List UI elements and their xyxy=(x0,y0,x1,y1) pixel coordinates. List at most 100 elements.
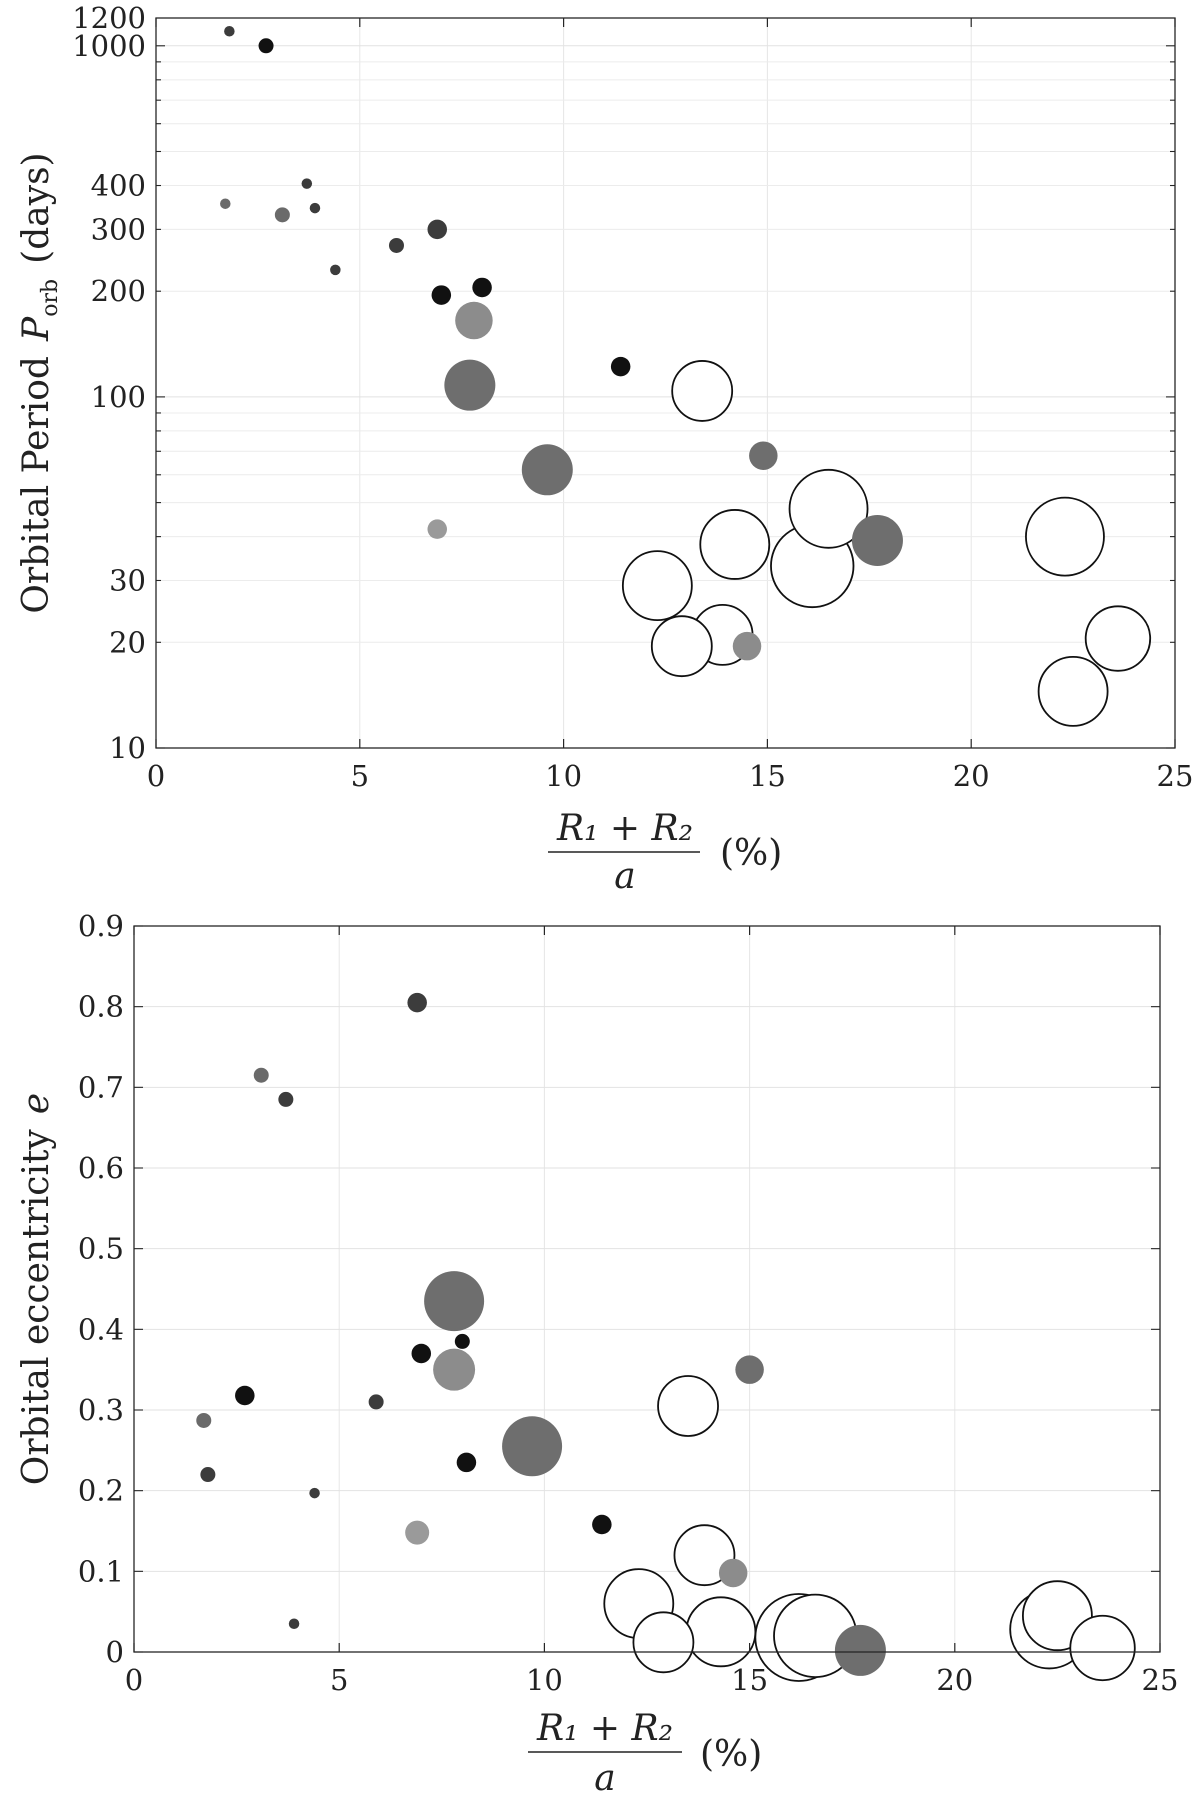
eccentricity-x-label-denominator: a xyxy=(594,1758,615,1799)
period-data-point xyxy=(851,514,903,566)
eccentricity-y-tick-label: 0.1 xyxy=(78,1554,124,1588)
eccentricity-data-point xyxy=(278,1091,294,1107)
eccentricity-y-tick-label: 0.6 xyxy=(78,1151,124,1185)
period-data-point xyxy=(1084,605,1152,672)
eccentricity-data-point xyxy=(685,1596,757,1668)
eccentricity-y-tick-label: 0.4 xyxy=(78,1312,124,1346)
eccentricity-data-point xyxy=(454,1333,470,1349)
eccentricity-data-point xyxy=(405,1520,430,1545)
period-x-tick-label: 20 xyxy=(953,759,990,793)
period-x-tick-label: 10 xyxy=(545,759,582,793)
period-y-tick-label: 30 xyxy=(109,563,146,597)
period-data-point xyxy=(258,38,274,54)
period-y-tick-label: 1000 xyxy=(72,29,146,63)
period-data-point xyxy=(1025,496,1105,577)
period-data-point xyxy=(671,360,734,422)
period-data-point xyxy=(309,202,321,214)
period-data-point xyxy=(699,509,771,580)
period-x-tick-label: 25 xyxy=(1157,759,1194,793)
eccentricity-data-point xyxy=(368,1394,384,1410)
eccentricity-x-label-numerator: R₁ + R₂ xyxy=(536,1708,673,1749)
eccentricity-data-point xyxy=(235,1385,255,1406)
period-data-point xyxy=(1037,655,1109,727)
eccentricity-x-tick-label: 5 xyxy=(330,1663,348,1697)
period-y-tick-label: 300 xyxy=(91,212,146,246)
eccentricity-data-point xyxy=(253,1067,269,1083)
eccentricity-plot-border xyxy=(133,925,1161,1653)
eccentricity-x-tick-labels: 0 5 10 15 20 25 xyxy=(125,1663,1179,1697)
period-y-tick-label: 100 xyxy=(91,380,146,414)
period-data-points xyxy=(220,26,1152,727)
eccentricity-y-tick-label: 0.3 xyxy=(78,1393,124,1427)
eccentricity-x-tick-label: 15 xyxy=(731,1663,768,1697)
period-data-point xyxy=(788,468,869,549)
eccentricity-x-label-unit: (%) xyxy=(700,1734,762,1775)
period-x-tick-labels: 0 5 10 15 20 25 xyxy=(147,759,1194,793)
eccentricity-y-tick-label: 0.8 xyxy=(78,990,124,1024)
eccentricity-plot-area xyxy=(134,926,1160,1652)
eccentricity-data-point xyxy=(407,992,427,1013)
eccentricity-data-point xyxy=(1069,1614,1136,1682)
eccentricity-x-tick-label: 0 xyxy=(125,1663,143,1697)
period-data-point xyxy=(274,207,290,223)
eccentricity-data-point xyxy=(456,1452,477,1473)
period-data-point xyxy=(732,631,762,661)
period-y-tick-label: 1200 xyxy=(72,1,146,35)
eccentricity-y-tick-label: 0.5 xyxy=(78,1232,124,1266)
period-data-point xyxy=(472,277,492,298)
eccentricity-chart: 0 5 10 15 20 25 00.10.20.30.40.50.60.70.80.9 … xyxy=(16,909,1178,1799)
eccentricity-data-point xyxy=(735,1355,764,1384)
period-data-point xyxy=(330,264,341,276)
eccentricity-data-point xyxy=(196,1412,212,1428)
eccentricity-data-point xyxy=(309,1487,320,1499)
eccentricity-y-axis-label: Orbital eccentricity e xyxy=(16,1093,57,1485)
period-data-point xyxy=(650,615,713,678)
period-data-point xyxy=(431,285,452,305)
eccentricity-y-tick-label: 0.7 xyxy=(78,1070,124,1104)
eccentricity-data-point xyxy=(502,1416,563,1477)
eccentricity-x-tick-label: 10 xyxy=(526,1663,563,1697)
eccentricity-data-point xyxy=(424,1271,485,1332)
period-data-point xyxy=(220,198,231,209)
eccentricity-data-point xyxy=(657,1375,719,1437)
period-data-point xyxy=(749,441,778,470)
eccentricity-data-point xyxy=(632,1611,695,1674)
eccentricity-data-point xyxy=(411,1343,432,1364)
period-x-tick-label: 5 xyxy=(351,759,369,793)
eccentricity-tick-marks xyxy=(133,925,1161,1653)
period-x-axis-label: R₁ + R₂ a (%) xyxy=(548,808,782,897)
period-y-tick-label: 10 xyxy=(109,731,146,765)
eccentricity-data-point xyxy=(592,1514,612,1535)
period-y-axis-label: Orbital Period Porb (days) xyxy=(16,152,63,613)
period-data-point xyxy=(388,237,404,253)
period-gridlines xyxy=(155,18,1176,749)
period-data-point xyxy=(521,444,573,496)
eccentricity-y-tick-label: 0 xyxy=(106,1635,124,1669)
period-x-label-unit: (%) xyxy=(720,833,782,874)
period-data-point xyxy=(427,219,447,240)
eccentricity-data-point xyxy=(433,1348,476,1391)
eccentricity-y-tick-label: 0.2 xyxy=(78,1474,124,1508)
period-y-tick-label: 400 xyxy=(91,169,146,203)
period-data-point xyxy=(621,550,693,622)
period-plot-border xyxy=(155,17,1176,749)
eccentricity-y-tick-label: 0.9 xyxy=(78,909,124,943)
period-x-label-denominator: a xyxy=(614,856,635,897)
period-data-point xyxy=(224,26,235,37)
eccentricity-data-point xyxy=(834,1624,886,1676)
eccentricity-data-point xyxy=(200,1467,216,1483)
period-data-point xyxy=(455,301,493,340)
period-x-label-numerator: R₁ + R₂ xyxy=(556,808,693,849)
period-data-point xyxy=(301,178,313,189)
eccentricity-x-axis-label: R₁ + R₂ a (%) xyxy=(528,1708,762,1799)
period-x-tick-label: 15 xyxy=(749,759,786,793)
period-data-point xyxy=(610,356,631,377)
period-y-tick-label: 20 xyxy=(109,625,146,659)
period-data-point xyxy=(444,359,496,411)
eccentricity-data-point xyxy=(288,1618,300,1630)
period-data-point xyxy=(427,519,447,539)
eccentricity-x-tick-label: 25 xyxy=(1142,1663,1179,1697)
